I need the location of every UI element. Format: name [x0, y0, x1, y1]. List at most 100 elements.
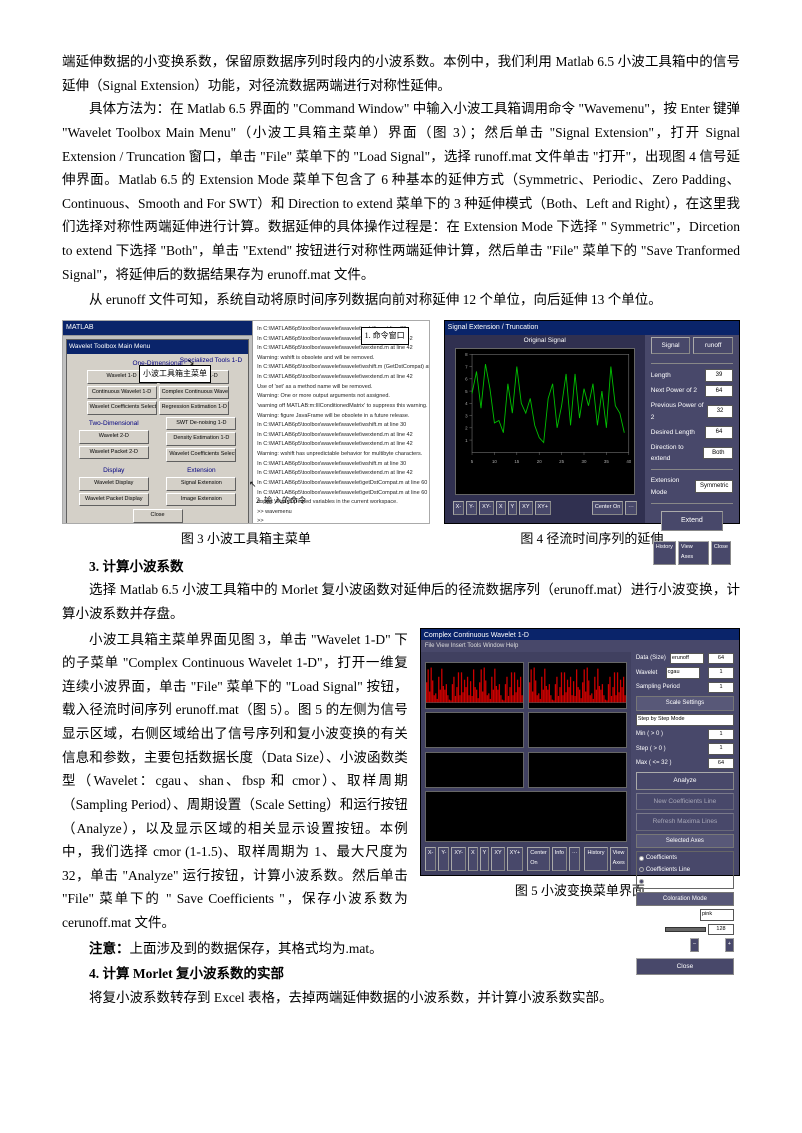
fig4-center-button[interactable]: Center On	[592, 501, 623, 515]
fig3-section-ext: Extension	[161, 465, 243, 476]
fig5-nb-value[interactable]: 128	[708, 924, 734, 936]
fig5-analyze-button[interactable]: Analyze	[636, 772, 734, 789]
fig3-log-line: Warning: wshift is obsolete and will be …	[257, 354, 425, 364]
svg-text:30: 30	[581, 459, 586, 464]
figure-5-col: Complex Continuous Wavelet 1-D File View…	[420, 628, 740, 937]
fig4-signal-svg: 51015202530354012345678	[456, 349, 634, 465]
fig4-signal-button[interactable]: Signal	[651, 337, 691, 354]
svg-text:40: 40	[626, 459, 631, 464]
fig5-view-button[interactable]: View Axes	[610, 847, 628, 870]
fig4-zoom-button[interactable]: X-	[453, 501, 465, 515]
fig4-dir-value[interactable]: Both	[703, 447, 733, 460]
para-1: 端延伸数据的小变换系数，保留原数据序列时段内的小波系数。本例中，我们利用 Mat…	[62, 50, 740, 97]
fig3-arrow-1: ↘	[187, 355, 195, 371]
fig3-log-line: In C:\MATLAB6p5\toolbox\wavelet\wavelet\…	[257, 363, 425, 373]
fig5-data-size: 64	[708, 653, 734, 665]
fig5-radio-row[interactable]: Coefficients	[639, 853, 731, 864]
fig3-toolbar	[63, 335, 252, 336]
fig3-menu-button[interactable]: Density Estimation 1-D	[166, 432, 236, 446]
fig3-menu-button[interactable]: Wavelet Display	[79, 477, 149, 491]
fig5-zoom-button[interactable]: X	[468, 847, 478, 870]
fig5-samp-value[interactable]: 1	[708, 682, 734, 694]
fig5-mode-select[interactable]: Step by Step Mode	[636, 714, 734, 726]
svg-text:7: 7	[465, 365, 468, 370]
svg-text:5: 5	[470, 459, 473, 464]
svg-text:1: 1	[465, 438, 468, 443]
fig3-menu-button[interactable]: Signal Extension	[166, 477, 236, 491]
fig3-menu-button[interactable]: Wavelet Packet Display	[79, 493, 149, 507]
fig4-right-bottom-button[interactable]: Close	[711, 541, 731, 564]
fig5-zoom-button[interactable]: XY-	[451, 847, 466, 870]
fig5-center-button[interactable]: ···	[569, 847, 581, 870]
fig5-zoom-button[interactable]: Y-	[438, 847, 449, 870]
fig4-zoom-button[interactable]: Y	[508, 501, 518, 515]
fig4-right-bottom-button[interactable]: History	[653, 541, 676, 564]
fig5-data-label: Data (Size)	[636, 653, 666, 664]
fig3-log-line: In C:\MATLAB6p5\toolbox\wavelet\wavelet\…	[257, 469, 425, 479]
fig5-samp-label: Sampling Period	[636, 682, 680, 693]
fig4-extend-button[interactable]: Extend	[661, 511, 723, 531]
fig4-zoom-button[interactable]: XY+	[535, 501, 552, 515]
fig5-colormap-value[interactable]: pink	[700, 909, 734, 921]
fig3-close-button[interactable]: Close	[133, 509, 183, 523]
fig4-zoom-button[interactable]: X	[496, 501, 506, 515]
fig5-center-button[interactable]: Center On	[527, 847, 550, 870]
fig4-right-bottom-button[interactable]: View Axes	[678, 541, 709, 564]
fig3-menu-button[interactable]: Regression Estimation 1-D	[159, 401, 229, 415]
fig5-data-value: erunoff	[670, 653, 704, 665]
fig3-menu-button[interactable]: SWT De-noising 1-D	[166, 417, 236, 431]
fig5-step-value[interactable]: 1	[708, 743, 734, 755]
fig5-nb-label: Nb Colors	[636, 924, 663, 935]
fig3-menu-button[interactable]: Continuous Wavelet 1-D	[87, 386, 157, 400]
fig3-buttons-sp: SWT De-noising 1-DDensity Estimation 1-D…	[161, 417, 243, 462]
fig5-wav-value[interactable]: cgau	[666, 667, 700, 679]
fig4-zoom-button[interactable]: XY	[519, 501, 532, 515]
fig5-zoom-button[interactable]: XY	[491, 847, 504, 870]
fig4-dlen-value[interactable]: 64	[705, 426, 733, 439]
fig5-view-button[interactable]: History	[584, 847, 607, 870]
fig3-menu-button[interactable]: Wavelet Coefficients Selection 2-D	[166, 448, 236, 462]
fig4-zoom-button[interactable]: XY-	[479, 501, 494, 515]
fig5-bright-minus[interactable]: –	[690, 938, 699, 952]
fig4-center-button[interactable]: ···	[625, 501, 637, 515]
fig4-dir-label: Direction to extend	[651, 442, 701, 465]
fig5-radio-row[interactable]: Coefficients Line	[639, 865, 731, 876]
fig3-log-line: In C:\MATLAB6p5\toolbox\wavelet\wavelet\…	[257, 440, 425, 450]
fig5-radio-label: Coefficients	[646, 853, 677, 864]
fig5-refresh-button: Refresh Maxima Lines	[636, 813, 734, 830]
fig5-min-value[interactable]: 1	[708, 729, 734, 741]
fig3-buttons-2d: Wavelet 2-D Wavelet Packet 2-D	[73, 430, 155, 459]
fig3-menu-button[interactable]: Complex Continuous Wavelet 1-D	[159, 386, 229, 400]
fig3-annot-2: 小波工具箱主菜单	[139, 365, 211, 383]
fig3-menu-button[interactable]: Wavelet Packet 2-D	[79, 446, 149, 460]
fig5-bright-plus[interactable]: +	[725, 938, 734, 952]
fig3-menu-button[interactable]: Wavelet 2-D	[79, 430, 149, 444]
fig5-zoom-button[interactable]: XY+	[507, 847, 524, 870]
heading-3: 3. 计算小波系数	[62, 555, 740, 579]
fig3-log-line: In C:\MATLAB6p5\toolbox\wavelet\wavelet\…	[257, 431, 425, 441]
fig3-menu-button[interactable]: Image Extension	[166, 493, 236, 507]
fig4-mode-value[interactable]: Symmetric	[695, 480, 733, 493]
fig5-radio-row[interactable]: Maxima Lines	[639, 876, 731, 887]
fig5-wav-param[interactable]: 1	[708, 667, 734, 679]
fig5-spectrum-left	[426, 663, 523, 708]
fig5-radio-label: Maxima Lines	[646, 876, 683, 887]
fig5-zoom-button[interactable]: Y	[480, 847, 490, 870]
fig5-zoom-button[interactable]: X-	[425, 847, 437, 870]
fig5-center-button[interactable]: Info	[552, 847, 567, 870]
fig3-buttons-disp: Wavelet Display Wavelet Packet Display	[73, 477, 155, 506]
fig4-zoom-button[interactable]: Y-	[466, 501, 477, 515]
fig5-menubar[interactable]: File View Insert Tools Window Help	[421, 640, 739, 653]
fig5-close-button[interactable]: Close	[636, 958, 734, 975]
fig3-menu-button[interactable]: Wavelet Coefficients Selection 1-D	[87, 401, 157, 415]
figures-row-1: MATLAB Wavelet Toolbox Main Menu One-Dim…	[62, 320, 740, 551]
fig4-length-value: 39	[705, 369, 733, 382]
fig5-max-value[interactable]: 64	[708, 758, 734, 770]
fig5-spectrum-right	[529, 663, 626, 708]
fig4-runoff-button[interactable]: runoff	[693, 337, 733, 354]
fig4-pp2-label: Previous Power of 2	[651, 400, 704, 423]
fig3-annot-1: 1. 命令窗口	[361, 327, 409, 345]
fig5-nb-slider[interactable]	[665, 927, 706, 932]
fig4-titlebar: Signal Extension / Truncation	[445, 321, 739, 335]
fig5-colormap-label: Colormap	[636, 910, 662, 921]
